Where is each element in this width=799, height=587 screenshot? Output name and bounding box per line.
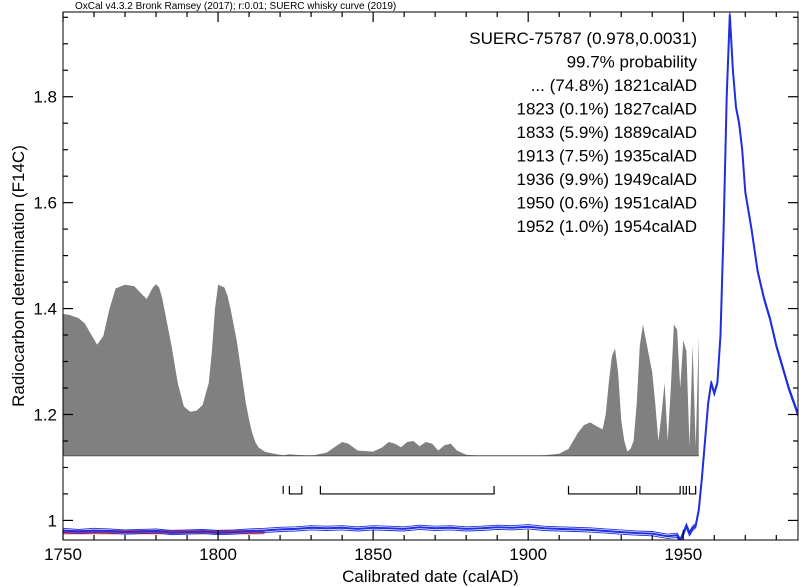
chart-header: OxCal v4.3.2 Bronk Ramsey (2017); r:0.01… bbox=[75, 1, 397, 12]
annotation-range: ... (74.8%) 1821calAD bbox=[531, 76, 697, 95]
plot-content bbox=[63, 12, 798, 540]
range-bracket bbox=[567, 485, 638, 495]
range-bracket bbox=[319, 485, 495, 495]
y-tick-label: 1 bbox=[48, 511, 57, 530]
plot-frame bbox=[62, 11, 799, 541]
annotation-range: 1913 (7.5%) 1935calAD bbox=[516, 147, 697, 166]
y-tick-label: 1.6 bbox=[33, 194, 57, 213]
probability-distribution-area bbox=[63, 284, 699, 456]
x-tick-label: 1900 bbox=[509, 545, 547, 564]
calibration-curve-envelope bbox=[63, 16, 798, 540]
x-axis-title: Calibrated date (calAD) bbox=[342, 567, 519, 586]
annotation-range: 1823 (0.1%) 1827calAD bbox=[516, 100, 697, 119]
annotation-range: 1950 (0.6%) 1951calAD bbox=[516, 194, 697, 213]
range-bracket bbox=[688, 485, 697, 495]
annotation-range: 1952 (1.0%) 1954calAD bbox=[516, 217, 697, 236]
annotation-probability: 99.7% probability bbox=[567, 53, 698, 72]
range-bracket bbox=[682, 485, 687, 495]
plot-area bbox=[63, 12, 798, 540]
y-tick-label: 1.8 bbox=[33, 88, 57, 107]
annotation-range: 1833 (5.9%) 1889calAD bbox=[516, 123, 697, 142]
x-tick-label: 1850 bbox=[354, 545, 392, 564]
y-tick-label: 1.2 bbox=[33, 405, 57, 424]
x-tick-label: 1950 bbox=[664, 545, 702, 564]
range-bracket bbox=[288, 485, 303, 495]
annotation-range: 1936 (9.9%) 1949calAD bbox=[516, 170, 697, 189]
y-axis-title: Radiocarbon determination (F14C) bbox=[9, 145, 28, 407]
x-tick-label: 1750 bbox=[44, 545, 82, 564]
calibration-curve bbox=[63, 14, 798, 540]
annotation-block: SUERC-75787 (0.978,0.0031) 99.7% probabi… bbox=[469, 29, 697, 236]
range-bracket bbox=[639, 485, 681, 495]
axes: 1750 1800 1850 1900 1950 1 1.2 1.4 1.6 1.8 bbox=[33, 11, 799, 564]
x-tick-label: 1800 bbox=[199, 545, 237, 564]
annotation-sample: SUERC-75787 (0.978,0.0031) bbox=[469, 29, 697, 48]
y-tick-label: 1.4 bbox=[33, 300, 57, 319]
